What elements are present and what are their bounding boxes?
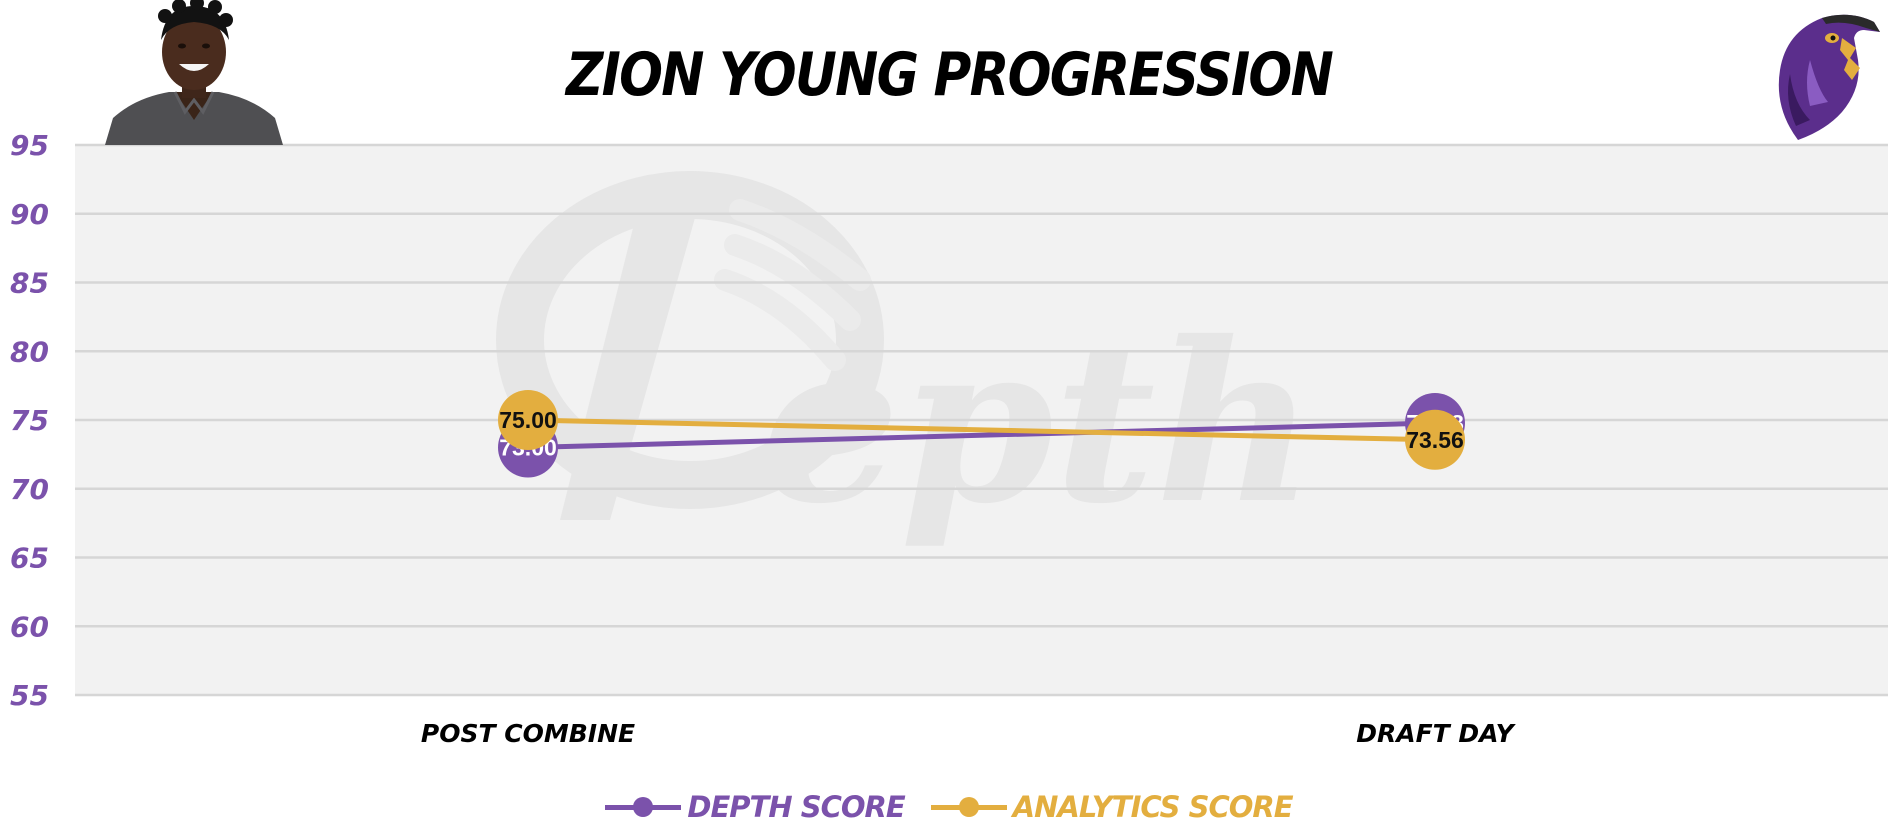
data-point-analytics-score xyxy=(1405,409,1465,470)
depth-logo-watermark: epth xyxy=(496,171,1315,552)
y-tick-label: 85 xyxy=(10,267,49,300)
player-headshot xyxy=(105,0,283,145)
legend-marker-depth-score xyxy=(605,792,682,822)
x-tick-label: DRAFT DAY xyxy=(1356,719,1516,748)
y-tick-label: 65 xyxy=(10,542,49,575)
legend-item-depth-score: DEPTH SCORE xyxy=(605,790,906,824)
svg-text:epth: epth xyxy=(760,293,1315,552)
legend-item-analytics-score: ANALYTICS SCORE xyxy=(930,790,1294,824)
y-tick-label: 90 xyxy=(10,198,49,231)
data-point-analytics-score xyxy=(498,390,558,450)
y-tick-label: 70 xyxy=(10,473,49,506)
y-tick-label: 75 xyxy=(10,404,49,437)
series-line-depth-score xyxy=(527,420,1436,450)
y-tick-label: 80 xyxy=(10,335,49,368)
y-tick-label: 60 xyxy=(10,610,49,643)
chart-legend: DEPTH SCORE ANALYTICS SCORE xyxy=(0,790,1898,824)
y-tick-label: 95 xyxy=(10,129,49,162)
x-tick-label: POST COMBINE xyxy=(421,719,635,748)
chart-title: ZION YOUNG PROGRESSION xyxy=(565,40,1334,110)
series-line-analytics-score xyxy=(527,417,1436,443)
legend-label-analytics-score: ANALYTICS SCORE xyxy=(1012,790,1294,824)
y-tick-label: 55 xyxy=(10,679,49,712)
raven-logo xyxy=(1778,14,1880,140)
data-label-analytics-score: 75.00 xyxy=(499,407,557,433)
legend-marker-analytics-score xyxy=(930,792,1007,822)
data-label-analytics-score: 73.56 xyxy=(1406,427,1464,453)
legend-label-depth-score: DEPTH SCORE xyxy=(687,790,905,824)
